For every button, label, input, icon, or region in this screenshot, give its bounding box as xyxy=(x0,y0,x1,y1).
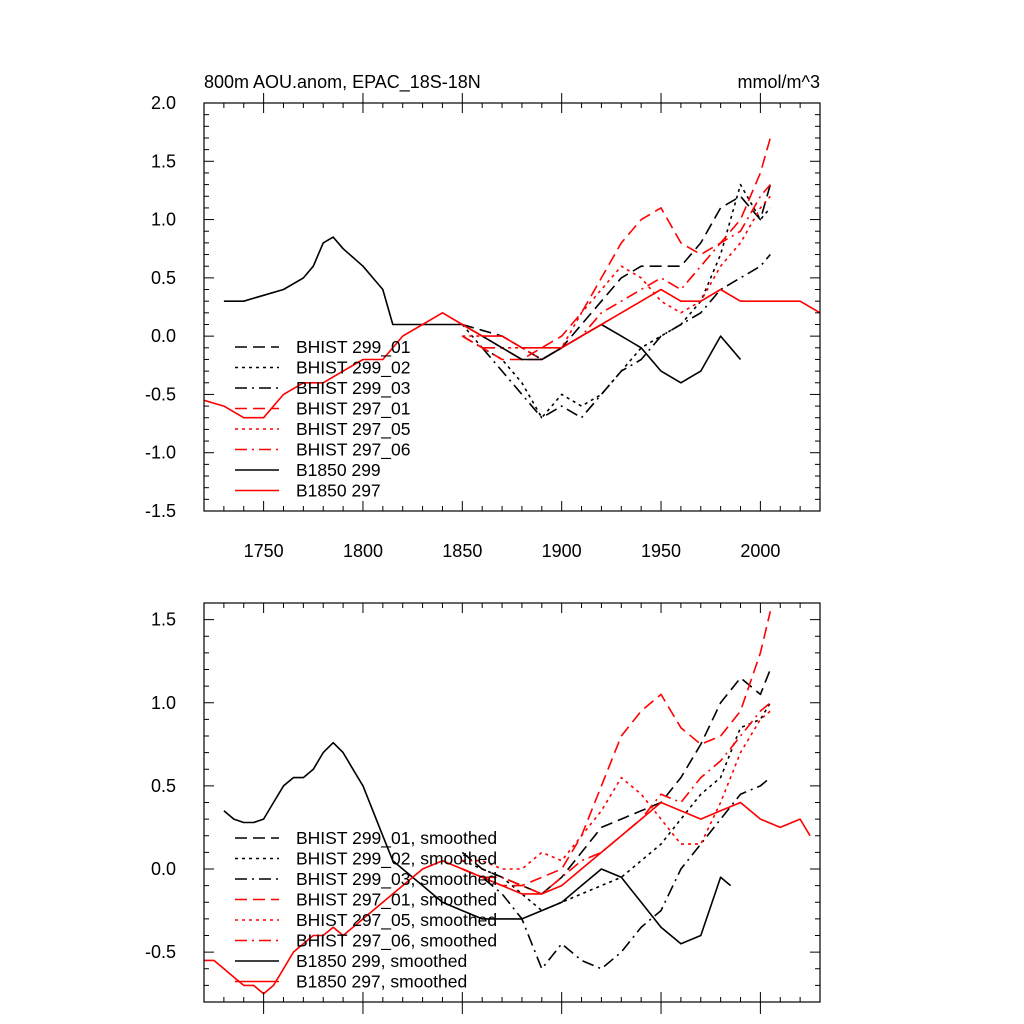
y-tick-label: 0.5 xyxy=(151,268,176,288)
y-tick-label: 1.0 xyxy=(151,210,176,230)
y-tick-label: -1.0 xyxy=(145,443,176,463)
chart-title: 800m AOU.anom, EPAC_18S-18N xyxy=(204,72,481,93)
legend-label: BHIST 299_02, smoothed xyxy=(296,849,497,870)
y-tick-label: -0.5 xyxy=(145,942,176,962)
legend-label: BHIST 299_01 xyxy=(296,337,410,358)
legend-label: B1850 299 xyxy=(296,460,381,480)
x-tick-label: 1950 xyxy=(641,541,681,561)
series-group xyxy=(204,137,820,419)
x-tick-label: 2000 xyxy=(740,541,780,561)
x-tick-label: 1900 xyxy=(542,541,582,561)
y-tick-label: -1.5 xyxy=(145,501,176,521)
x-tick-label: 1850 xyxy=(442,541,482,561)
series-line-2 xyxy=(461,253,771,419)
legend-label: B1850 297 xyxy=(296,481,381,501)
legend-label: BHIST 299_03, smoothed xyxy=(296,869,497,890)
series-line-3 xyxy=(461,137,772,361)
y-tick-label: 0.0 xyxy=(151,859,176,879)
series-line-2 xyxy=(461,776,771,970)
legend-label: B1850 297, smoothed xyxy=(296,972,467,992)
series-line-4 xyxy=(462,195,771,361)
series-line-7 xyxy=(204,288,820,419)
legend-label: BHIST 297_05, smoothed xyxy=(296,910,497,931)
y-tick-label: 2.0 xyxy=(151,93,176,113)
series-line-1 xyxy=(461,183,771,419)
y-tick-label: 0.0 xyxy=(151,326,176,346)
legend-label: BHIST 297_06, smoothed xyxy=(296,931,497,952)
legend-label: BHIST 299_03 xyxy=(296,378,410,399)
series-line-3 xyxy=(461,611,772,887)
legend-label: BHIST 297_01, smoothed xyxy=(296,890,497,911)
series-line-5 xyxy=(461,702,771,895)
series-line-7 xyxy=(204,801,811,995)
series-line-6 xyxy=(223,741,732,945)
x-tick-label: 1750 xyxy=(244,541,284,561)
y-tick-label: 1.5 xyxy=(151,610,176,630)
legend-label: BHIST 297_05 xyxy=(296,419,410,440)
series-line-0 xyxy=(461,669,772,895)
series-group xyxy=(204,611,811,995)
legend-label: BHIST 299_01, smoothed xyxy=(296,828,497,849)
series-line-4 xyxy=(462,710,771,870)
y-tick-label: -0.5 xyxy=(145,384,176,404)
y-tick-label: 1.0 xyxy=(151,693,176,713)
y-tick-label: 1.5 xyxy=(151,151,176,171)
legend-label: BHIST 299_02 xyxy=(296,358,410,379)
chart-units: mmol/m^3 xyxy=(738,72,820,92)
legend-label: B1850 299, smoothed xyxy=(296,951,467,971)
x-tick-label: 1800 xyxy=(343,541,383,561)
legend-label: BHIST 297_06 xyxy=(296,440,410,461)
y-tick-label: 0.5 xyxy=(151,776,176,796)
top-panel: 1750 1800 1850 1900 1950 2000 -1.5 -1.0 -0.5 0.0 0… xyxy=(145,93,821,561)
legend-label: BHIST 297_01 xyxy=(296,399,410,420)
plot-frame xyxy=(203,102,821,512)
series-line-6 xyxy=(223,236,742,384)
